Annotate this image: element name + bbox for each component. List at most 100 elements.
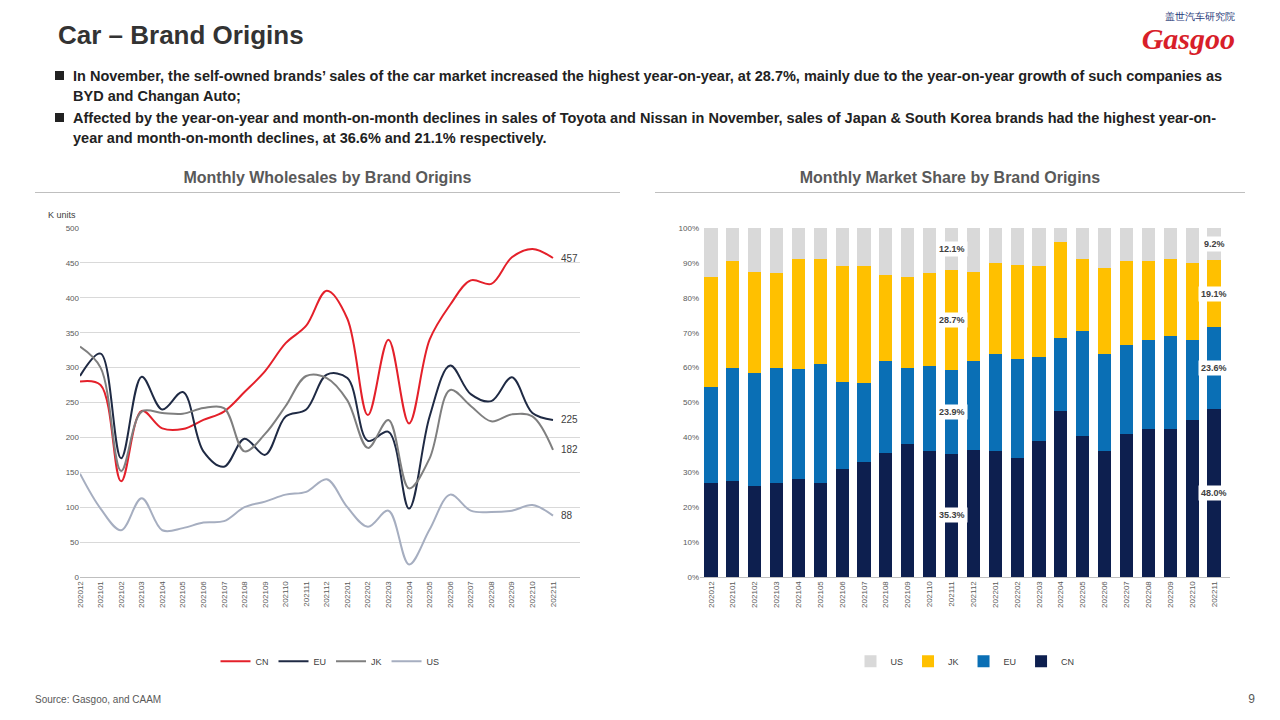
svg-text:28.7%: 28.7%: [939, 315, 965, 325]
svg-text:202211: 202211: [1210, 581, 1219, 608]
svg-text:202012: 202012: [76, 581, 85, 608]
svg-text:202105: 202105: [816, 581, 825, 608]
svg-text:US: US: [427, 657, 440, 667]
svg-text:CN: CN: [1061, 657, 1074, 667]
svg-text:70%: 70%: [683, 329, 699, 338]
html-text:In November, the self-owned br: In November, the self-owned brands’ sale…: [73, 68, 1223, 104]
svg-text:202208: 202208: [1144, 581, 1153, 608]
svg-text:EU: EU: [314, 657, 327, 667]
svg-text:50%: 50%: [683, 398, 699, 407]
svg-text:500: 500: [66, 224, 80, 233]
svg-text:202104: 202104: [158, 581, 167, 608]
svg-text:80%: 80%: [683, 294, 699, 303]
svg-text:202106: 202106: [199, 581, 208, 608]
svg-text:350: 350: [66, 329, 80, 338]
svg-text:202102: 202102: [117, 581, 126, 608]
svg-text:EU: EU: [1004, 657, 1017, 667]
svg-text:202104: 202104: [794, 581, 803, 608]
svg-text:202108: 202108: [882, 581, 891, 608]
svg-text:202101: 202101: [728, 581, 737, 608]
svg-text:202110: 202110: [925, 581, 934, 608]
svg-text:202101: 202101: [96, 581, 105, 608]
svg-text:202103: 202103: [137, 581, 146, 608]
svg-text:202210: 202210: [1188, 581, 1197, 608]
svg-text:202207: 202207: [466, 581, 475, 608]
svg-text:202204: 202204: [1056, 581, 1065, 608]
html-text:盖世汽车研究院: 盖世汽车研究院: [1165, 11, 1235, 22]
svg-text:400: 400: [66, 294, 80, 303]
svg-text:202205: 202205: [425, 581, 434, 608]
svg-text:K units: K units: [48, 210, 76, 220]
svg-text:202205: 202205: [1078, 581, 1087, 608]
svg-text:202206: 202206: [446, 581, 455, 608]
svg-text:202211: 202211: [549, 581, 558, 608]
svg-text:100: 100: [66, 503, 80, 512]
svg-text:10%: 10%: [683, 538, 699, 547]
svg-text:30%: 30%: [683, 468, 699, 477]
html-text:Monthly Wholesales by Brand Or: Monthly Wholesales by Brand Origins: [183, 169, 472, 186]
svg-text:202201: 202201: [343, 581, 352, 608]
svg-text:0: 0: [75, 573, 80, 582]
svg-text:12.1%: 12.1%: [939, 244, 965, 254]
svg-text:202204: 202204: [405, 581, 414, 608]
svg-text:23.9%: 23.9%: [939, 407, 965, 417]
svg-text:48.0%: 48.0%: [1201, 488, 1227, 498]
svg-text:457: 457: [561, 253, 578, 264]
svg-text:202102: 202102: [750, 581, 759, 608]
svg-text:202210: 202210: [528, 581, 537, 608]
svg-text:202109: 202109: [903, 581, 912, 608]
svg-text:20%: 20%: [683, 503, 699, 512]
svg-text:182: 182: [561, 444, 578, 455]
svg-text:35.3%: 35.3%: [939, 510, 965, 520]
svg-text:202106: 202106: [838, 581, 847, 608]
svg-text:202207: 202207: [1122, 581, 1131, 608]
svg-text:200: 200: [66, 433, 80, 442]
svg-text:9.2%: 9.2%: [1204, 239, 1225, 249]
svg-text:202208: 202208: [487, 581, 496, 608]
svg-text:202105: 202105: [178, 581, 187, 608]
svg-text:450: 450: [66, 259, 80, 268]
svg-text:JK: JK: [371, 657, 382, 667]
svg-text:202107: 202107: [220, 581, 229, 608]
svg-text:202110: 202110: [281, 581, 290, 608]
svg-text:23.6%: 23.6%: [1201, 363, 1227, 373]
svg-text:202103: 202103: [772, 581, 781, 608]
svg-text:202108: 202108: [240, 581, 249, 608]
svg-text:202201: 202201: [991, 581, 1000, 608]
svg-text:225: 225: [561, 414, 578, 425]
html-text:9: 9: [1248, 692, 1255, 706]
svg-text:202112: 202112: [969, 581, 978, 608]
html-text:Affected by the year-on-year a: Affected by the year-on-year and month-o…: [73, 110, 1216, 146]
svg-text:300: 300: [66, 363, 80, 372]
svg-text:60%: 60%: [683, 363, 699, 372]
svg-text:202112: 202112: [322, 581, 331, 608]
svg-text:202202: 202202: [364, 581, 373, 608]
svg-text:202209: 202209: [1166, 581, 1175, 608]
svg-text:CN: CN: [256, 657, 269, 667]
html-text:Gasgoo: Gasgoo: [1141, 22, 1235, 55]
svg-text:88: 88: [561, 510, 573, 521]
html-text:Monthly Market Share by Brand: Monthly Market Share by Brand Origins: [799, 169, 1101, 186]
svg-text:202209: 202209: [507, 581, 516, 608]
svg-text:202107: 202107: [860, 581, 869, 608]
svg-text:202206: 202206: [1100, 581, 1109, 608]
svg-text:202203: 202203: [384, 581, 393, 608]
svg-text:0%: 0%: [687, 573, 699, 582]
svg-text:202202: 202202: [1013, 581, 1022, 608]
svg-text:202203: 202203: [1035, 581, 1044, 608]
svg-text:40%: 40%: [683, 433, 699, 442]
svg-text:202111: 202111: [947, 581, 956, 607]
svg-text:19.1%: 19.1%: [1201, 289, 1227, 299]
svg-text:100%: 100%: [679, 224, 699, 233]
svg-text:202111: 202111: [302, 581, 311, 607]
svg-text:250: 250: [66, 398, 80, 407]
html-text:Car – Brand Origins: Car – Brand Origins: [58, 20, 304, 50]
svg-text:US: US: [891, 657, 904, 667]
svg-text:150: 150: [66, 468, 80, 477]
svg-text:JK: JK: [948, 657, 959, 667]
svg-text:202012: 202012: [707, 581, 716, 608]
svg-text:90%: 90%: [683, 259, 699, 268]
svg-text:50: 50: [70, 538, 79, 547]
html-text:Source: Gasgoo, and CAAM: Source: Gasgoo, and CAAM: [35, 694, 162, 705]
svg-text:202109: 202109: [261, 581, 270, 608]
